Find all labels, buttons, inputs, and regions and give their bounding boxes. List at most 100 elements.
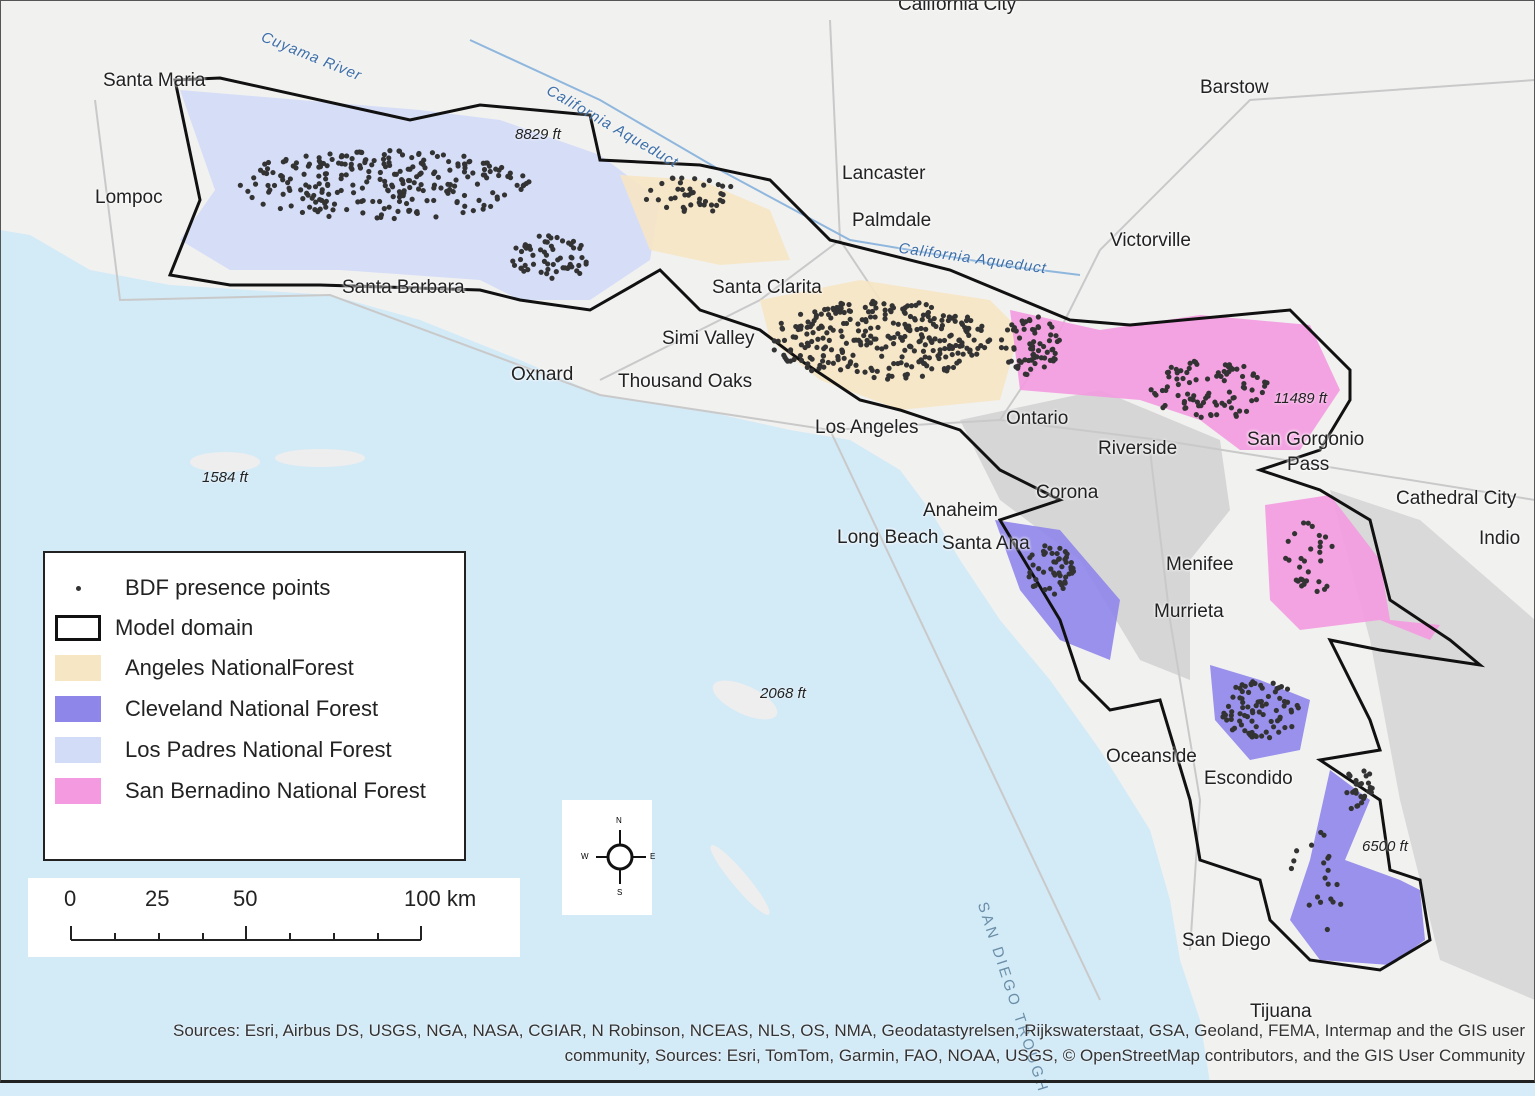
presence-point xyxy=(881,301,887,307)
presence-point xyxy=(1325,867,1331,873)
place-label: Victorville xyxy=(1110,230,1191,251)
presence-point xyxy=(527,246,534,252)
presence-point xyxy=(252,181,259,187)
presence-point xyxy=(659,180,665,187)
place-label: San Gorgonio xyxy=(1247,429,1365,450)
presence-point xyxy=(579,254,585,261)
presence-point xyxy=(927,318,933,324)
presence-point xyxy=(488,203,494,210)
swatch xyxy=(55,655,101,681)
presence-point xyxy=(303,182,309,188)
presence-point xyxy=(895,321,901,327)
presence-point xyxy=(562,265,568,271)
presence-point xyxy=(681,208,687,214)
presence-point xyxy=(1325,881,1331,887)
presence-point xyxy=(285,180,291,186)
presence-point xyxy=(1253,724,1259,730)
presence-point xyxy=(414,209,420,215)
presence-point xyxy=(854,368,860,375)
presence-point xyxy=(868,333,874,339)
presence-point xyxy=(1250,371,1257,377)
presence-point xyxy=(1181,400,1187,406)
presence-point xyxy=(1221,710,1227,716)
presence-point xyxy=(541,258,548,264)
place-label: Los Angeles xyxy=(815,417,919,438)
presence-point xyxy=(862,369,868,375)
presence-point xyxy=(1252,733,1258,739)
presence-point xyxy=(862,304,868,310)
presence-point xyxy=(496,172,502,179)
place-label: San Diego xyxy=(1182,930,1271,951)
presence-point xyxy=(1174,376,1180,382)
presence-point xyxy=(890,305,897,311)
presence-point xyxy=(313,199,319,205)
presence-point xyxy=(872,300,878,306)
presence-point xyxy=(919,316,925,323)
presence-point xyxy=(708,202,715,208)
presence-point xyxy=(1229,727,1236,733)
place-label: Pass xyxy=(1287,454,1330,475)
presence-point xyxy=(507,170,513,176)
presence-point xyxy=(480,206,486,212)
presence-point xyxy=(1049,550,1055,556)
presence-point xyxy=(1353,777,1359,784)
presence-point xyxy=(293,160,300,166)
presence-point xyxy=(1184,369,1190,376)
presence-point xyxy=(827,325,834,331)
presence-point xyxy=(841,355,847,361)
presence-point xyxy=(1004,327,1011,333)
presence-point xyxy=(568,242,574,248)
presence-point xyxy=(923,326,929,332)
presence-point xyxy=(329,156,335,163)
presence-point xyxy=(873,336,879,342)
presence-point xyxy=(1027,569,1033,576)
compass-n: N xyxy=(616,816,622,825)
presence-point xyxy=(974,351,980,357)
presence-point xyxy=(405,166,411,172)
presence-point xyxy=(944,368,950,374)
presence-point xyxy=(387,162,393,168)
presence-point xyxy=(526,179,532,185)
presence-point xyxy=(1042,543,1048,549)
presence-point xyxy=(343,172,349,178)
presence-point xyxy=(1344,790,1350,796)
presence-point xyxy=(264,166,271,172)
presence-point xyxy=(919,373,926,379)
presence-point xyxy=(861,332,867,339)
presence-point xyxy=(1318,558,1324,564)
presence-point xyxy=(1263,701,1269,707)
presence-point xyxy=(1198,414,1204,420)
presence-point xyxy=(853,362,859,368)
presence-point xyxy=(1173,366,1179,372)
presence-point xyxy=(1056,337,1062,343)
place-label: Cathedral City xyxy=(1396,488,1517,509)
presence-point xyxy=(943,354,949,360)
island xyxy=(190,452,260,472)
scale-tick-label: 0 xyxy=(64,886,77,911)
presence-point xyxy=(1308,546,1314,552)
presence-point xyxy=(969,352,975,358)
presence-point xyxy=(1204,376,1211,382)
presence-point xyxy=(399,152,406,158)
presence-point xyxy=(522,242,528,248)
presence-point xyxy=(863,318,869,325)
presence-point xyxy=(1354,803,1360,809)
presence-point xyxy=(838,328,844,334)
presence-point xyxy=(366,168,372,175)
presence-point xyxy=(871,374,877,381)
presence-point xyxy=(818,311,824,317)
presence-point xyxy=(1053,333,1059,339)
presence-point xyxy=(277,205,283,212)
presence-point xyxy=(1063,574,1069,580)
presence-point xyxy=(409,196,415,202)
presence-point xyxy=(793,323,799,330)
presence-point xyxy=(846,301,852,308)
presence-point xyxy=(956,337,963,343)
presence-point xyxy=(1035,348,1042,354)
presence-point xyxy=(920,312,927,318)
presence-point xyxy=(280,191,286,197)
presence-point xyxy=(675,186,681,192)
presence-point xyxy=(1214,373,1220,379)
presence-point xyxy=(918,332,925,338)
presence-point xyxy=(1255,699,1261,705)
